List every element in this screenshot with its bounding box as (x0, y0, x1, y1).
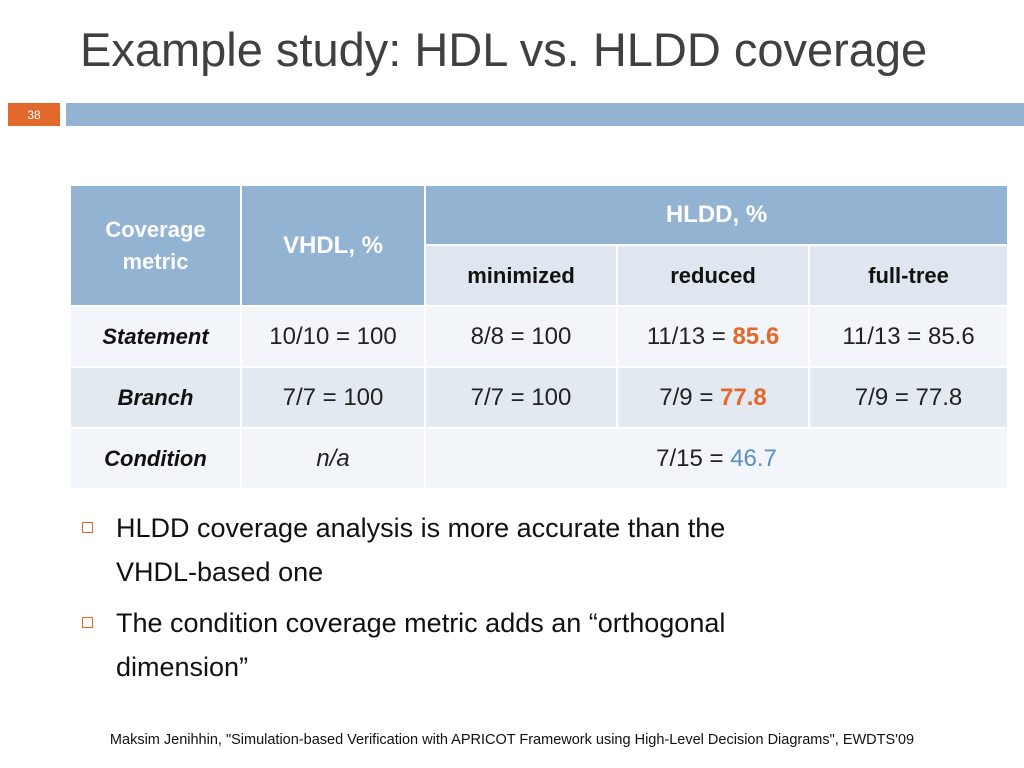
cell-branch-reduced: 7/9 = 77.8 (616, 366, 810, 429)
cell-branch-full-tree: 7/9 = 77.8 (807, 366, 1010, 429)
subheader-reduced: reduced (616, 244, 810, 307)
bullet-text: The condition coverage metric adds an “o… (116, 608, 726, 682)
bullet-list: HLDD coverage analysis is more accurate … (82, 506, 742, 696)
square-bullet-icon (82, 522, 93, 533)
table-row-statement: Statement 10/10 = 100 8/8 = 100 11/13 = … (69, 305, 1010, 368)
cell-condition-vhdl: n/a (240, 427, 426, 490)
cell-branch-reduced-prefix: 7/9 = (659, 383, 720, 411)
subheader-minimized: minimized (424, 244, 618, 307)
row-label-condition: Condition (69, 427, 242, 490)
cell-branch-minimized: 7/7 = 100 (424, 366, 618, 429)
header-hldd: HLDD, % (423, 184, 1010, 246)
cell-statement-vhdl: 10/10 = 100 (240, 305, 426, 368)
cell-statement-reduced-value: 85.6 (732, 322, 780, 350)
coverage-table: Coverage metric VHDL, % HLDD, % minimize… (69, 184, 1010, 490)
header-coverage-metric: Coverage metric (69, 184, 242, 307)
footer-citation: Maksim Jenihhin, "Simulation-based Verif… (109, 732, 915, 748)
cell-statement-reduced-prefix: 11/13 = (646, 322, 733, 350)
cell-statement-reduced: 11/13 = 85.6 (616, 305, 810, 368)
list-item: The condition coverage metric adds an “o… (82, 601, 742, 689)
cell-statement-minimized: 8/8 = 100 (424, 305, 618, 368)
cell-statement-full-tree: 11/13 = 85.6 (807, 305, 1010, 368)
header-vhdl: VHDL, % (240, 184, 426, 307)
subheader-full-tree: full-tree (807, 244, 1010, 307)
title-rule-bar (66, 103, 1024, 126)
cell-condition-hldd-value: 46.7 (730, 444, 777, 472)
slide-number-badge: 38 (8, 103, 60, 126)
table-row-condition: Condition n/a 7/15 = 46.7 (69, 427, 1010, 490)
cell-branch-vhdl: 7/7 = 100 (240, 366, 426, 429)
cell-condition-hldd-prefix: 7/15 = (656, 444, 731, 472)
slide-title: Example study: HDL vs. HLDD coverage (80, 23, 928, 76)
row-label-statement: Statement (69, 305, 242, 368)
cell-branch-reduced-value: 77.8 (720, 383, 767, 411)
square-bullet-icon (82, 617, 93, 628)
list-item: HLDD coverage analysis is more accurate … (82, 506, 742, 594)
row-label-branch: Branch (69, 366, 242, 429)
cell-condition-hldd: 7/15 = 46.7 (423, 427, 1010, 490)
bullet-text: HLDD coverage analysis is more accurate … (116, 513, 726, 587)
table-row-branch: Branch 7/7 = 100 7/7 = 100 7/9 = 77.8 7/… (69, 366, 1010, 429)
